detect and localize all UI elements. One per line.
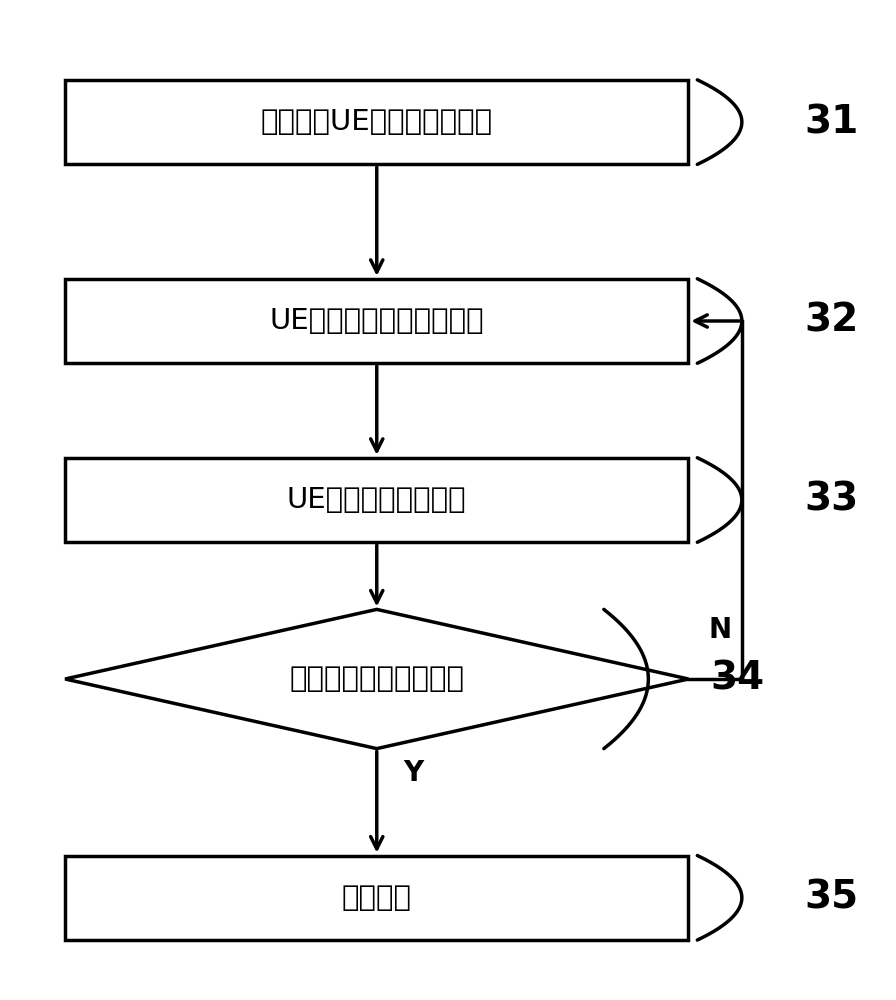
Bar: [65, 856, 688, 940]
Bar: [65, 279, 688, 363]
Text: Y: Y: [403, 759, 424, 787]
Text: 35: 35: [805, 879, 858, 917]
Text: N: N: [708, 616, 731, 644]
Polygon shape: [65, 609, 688, 749]
Text: 宏基站给UE配置初始化信息: 宏基站给UE配置初始化信息: [261, 108, 493, 136]
Text: 执行切换: 执行切换: [341, 884, 412, 912]
Text: UE进行切换类型判决: UE进行切换类型判决: [287, 486, 467, 514]
Bar: [65, 80, 688, 164]
Text: 是否满足触发切换条件: 是否满足触发切换条件: [289, 665, 464, 693]
Text: 33: 33: [805, 481, 858, 519]
Bar: [65, 458, 688, 542]
Text: 31: 31: [805, 103, 858, 141]
Text: UE搜索信号，并实时监控: UE搜索信号，并实时监控: [270, 307, 484, 335]
Text: 32: 32: [805, 302, 858, 340]
Text: 34: 34: [711, 660, 765, 698]
